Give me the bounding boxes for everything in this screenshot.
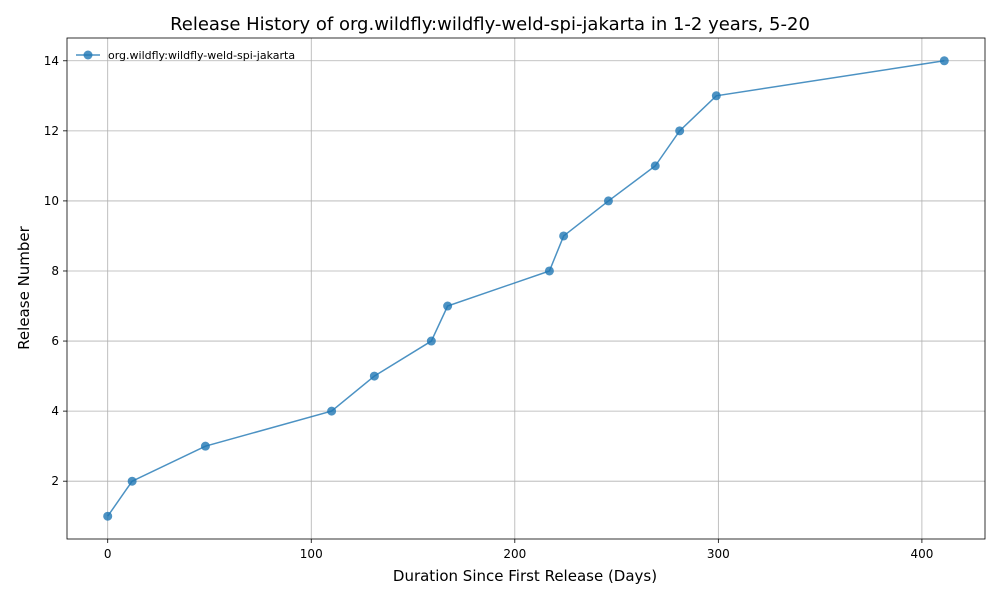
- x-tick-label: 300: [707, 547, 730, 561]
- data-point: [200, 441, 210, 451]
- legend: org.wildfly:wildfly-weld-spi-jakarta: [76, 49, 295, 62]
- x-tick-label: 100: [300, 547, 323, 561]
- data-point: [327, 406, 337, 416]
- data-point: [559, 231, 569, 241]
- series-line: [107, 60, 945, 517]
- y-tick-label: 12: [44, 124, 59, 138]
- data-point: [443, 301, 453, 311]
- y-tick-label: 6: [51, 334, 59, 348]
- x-tick-label: 0: [104, 547, 112, 561]
- chart-title: Release History of org.wildfly:wildfly-w…: [170, 14, 810, 35]
- y-tick-label: 2: [51, 474, 59, 488]
- data-point: [544, 266, 554, 276]
- data-point: [103, 511, 113, 521]
- y-axis-label: Release Number: [15, 225, 33, 349]
- legend-marker-sample: [83, 50, 93, 60]
- data-point: [675, 126, 685, 136]
- x-tick-label: 200: [503, 547, 526, 561]
- legend-label: org.wildfly:wildfly-weld-spi-jakarta: [108, 49, 295, 62]
- data-point: [711, 91, 721, 101]
- plot-area-frame: [66, 37, 986, 540]
- data-point: [426, 336, 436, 346]
- data-point: [650, 161, 660, 171]
- y-tick-label: 14: [44, 54, 59, 68]
- grid-lines: [67, 38, 985, 539]
- x-axis-label: Duration Since First Release (Days): [393, 567, 657, 585]
- x-tick-label: 400: [910, 547, 933, 561]
- axis-ticks: 0 100 200 300 400 2 4 6 8 10 12 14: [44, 54, 934, 561]
- y-tick-label: 10: [44, 194, 59, 208]
- data-point: [369, 371, 379, 381]
- data-point: [603, 196, 613, 206]
- y-tick-label: 4: [51, 404, 59, 418]
- series-layer: [103, 56, 949, 521]
- data-point: [127, 476, 137, 486]
- data-point: [939, 56, 949, 66]
- y-tick-label: 8: [51, 264, 59, 278]
